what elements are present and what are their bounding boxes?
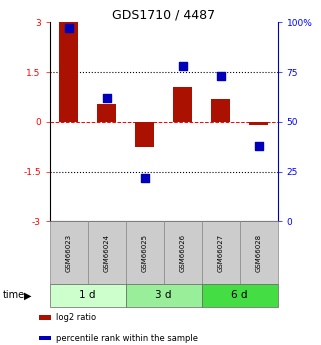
Bar [211, 99, 230, 122]
Text: 6 d: 6 d [231, 290, 248, 300]
Bar [50, 284, 126, 307]
Text: log2 ratio: log2 ratio [56, 313, 96, 322]
Text: GSM66026: GSM66026 [180, 234, 186, 272]
Bar [88, 221, 126, 284]
Bar [240, 221, 278, 284]
Bar [50, 221, 88, 284]
Bar [202, 284, 278, 307]
Point [142, 175, 147, 180]
Text: 1 d: 1 d [80, 290, 96, 300]
Bar [126, 284, 202, 307]
Text: ▶: ▶ [24, 290, 31, 300]
Point [104, 95, 109, 101]
Text: percentile rank within the sample: percentile rank within the sample [56, 334, 198, 343]
Bar [249, 122, 268, 125]
Bar [97, 104, 116, 122]
Text: GSM66027: GSM66027 [218, 234, 224, 272]
Point [256, 143, 261, 149]
Point [218, 73, 223, 79]
Text: 3 d: 3 d [155, 290, 172, 300]
Bar [164, 221, 202, 284]
Bar [39, 336, 51, 341]
Text: GSM66024: GSM66024 [104, 234, 110, 272]
Point [180, 63, 185, 69]
Bar [135, 122, 154, 147]
Bar [126, 221, 164, 284]
Bar [39, 315, 51, 320]
Title: GDS1710 / 4487: GDS1710 / 4487 [112, 8, 215, 21]
Point [66, 26, 71, 31]
Text: GSM66023: GSM66023 [66, 234, 72, 272]
Text: time: time [3, 290, 25, 300]
Bar [202, 221, 240, 284]
Bar [173, 87, 192, 122]
Bar [59, 22, 78, 122]
Text: GSM66025: GSM66025 [142, 234, 148, 272]
Text: GSM66028: GSM66028 [256, 234, 262, 272]
